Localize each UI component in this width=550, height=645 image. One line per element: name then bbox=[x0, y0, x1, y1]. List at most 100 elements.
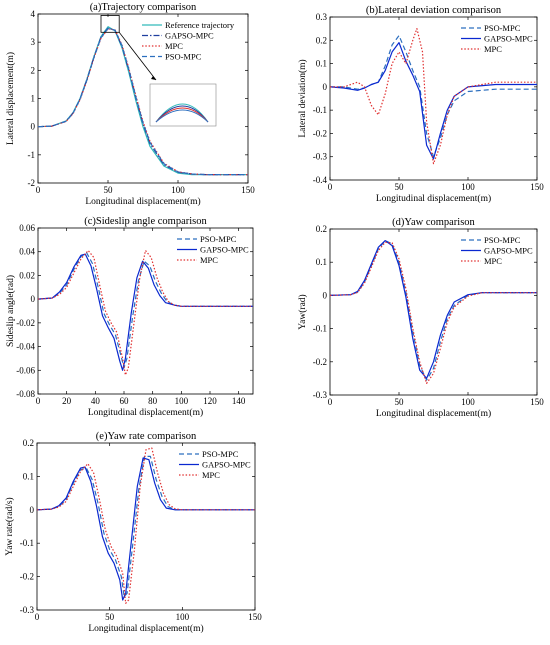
zoom-box bbox=[100, 15, 120, 33]
y-tick-label: 0.1 bbox=[316, 257, 327, 267]
y-tick-label: 2 bbox=[31, 65, 36, 75]
x-tick-label: 100 bbox=[461, 182, 475, 192]
y-tick-label: 0.3 bbox=[316, 12, 328, 22]
x-axis-label: Longitudinal displacement(m) bbox=[88, 623, 203, 634]
legend-entry: PSO-MPC bbox=[165, 52, 202, 62]
x-tick-label: 0 bbox=[328, 182, 333, 192]
y-tick-label: 0.1 bbox=[316, 59, 327, 69]
x-tick-label: 150 bbox=[530, 182, 544, 192]
x-tick-label: 50 bbox=[104, 185, 114, 195]
series-line-reference-trajectory bbox=[38, 26, 248, 176]
y-tick-label: 0 bbox=[31, 122, 36, 132]
legend-entry: GAPSO-MPC bbox=[484, 34, 533, 44]
chart-d: (d)Yaw comparison 0 50 100 150 -0.3 -0.2 -0.1 0 0… bbox=[297, 217, 544, 419]
y-tick-label: 3 bbox=[31, 37, 36, 47]
x-axis-label: Longitudinal displacement(m) bbox=[376, 408, 491, 419]
x-tick-label: 60 bbox=[120, 396, 130, 406]
series-line-pso-mpc bbox=[330, 35, 537, 158]
y-tick-label: -2 bbox=[28, 178, 36, 188]
series-line-mpc bbox=[38, 28, 248, 176]
zoom-arrow-head bbox=[151, 76, 156, 80]
legend-entry: Reference trajectory bbox=[165, 20, 235, 30]
series-line-mpc bbox=[330, 28, 537, 165]
y-tick-label: -0.2 bbox=[313, 128, 327, 138]
y-tick-label: -0.02 bbox=[16, 318, 35, 328]
series-line-pso-mpc bbox=[37, 455, 255, 598]
legend-entry: MPC bbox=[200, 255, 218, 265]
chart-e: (e)Yaw rate comparison 0 50 100 150 -0.3 -0.2 -… bbox=[4, 431, 262, 634]
x-tick-label: 100 bbox=[171, 185, 185, 195]
legend-entry: GAPSO-MPC bbox=[484, 246, 533, 256]
x-tick-label: 40 bbox=[91, 396, 101, 406]
chart-b: (b)Lateral deviation comparison 0 50 100 150… bbox=[297, 5, 544, 204]
legend-entry: PSO-MPC bbox=[202, 449, 239, 459]
x-tick-label: 0 bbox=[328, 397, 333, 407]
legend-entry: GAPSO-MPC bbox=[202, 460, 251, 470]
y-tick-label: 4 bbox=[31, 9, 36, 19]
x-tick-label: 20 bbox=[62, 396, 72, 406]
x-tick-label: 50 bbox=[105, 612, 115, 622]
y-tick-label: 0 bbox=[323, 82, 328, 92]
series-line-gapso-mpc bbox=[37, 457, 255, 601]
legend-entry: PSO-MPC bbox=[484, 235, 521, 245]
legend-entry: MPC bbox=[484, 256, 502, 266]
y-tick-label: 0.04 bbox=[19, 247, 35, 257]
x-axis-label: Longitudinal displacement(m) bbox=[85, 196, 200, 207]
series-line-mpc bbox=[38, 249, 253, 376]
series-line-pso-mpc bbox=[38, 28, 248, 176]
y-axis-label: Yaw(rad) bbox=[297, 294, 308, 329]
legend-entry: MPC bbox=[484, 44, 502, 54]
y-tick-label: 0.2 bbox=[316, 35, 327, 45]
chart-title: (c)Sideslip angle comparison bbox=[84, 216, 207, 227]
chart-title: (a)Trajectory comparison bbox=[90, 2, 197, 13]
y-tick-label: -0.3 bbox=[20, 605, 35, 615]
y-tick-label: 0.02 bbox=[19, 270, 35, 280]
zoom-arrow bbox=[118, 32, 157, 81]
x-axis-label: Longitudinal displacement(m) bbox=[88, 407, 203, 418]
x-tick-label: 0 bbox=[36, 396, 41, 406]
x-tick-label: 150 bbox=[530, 397, 544, 407]
x-tick-label: 140 bbox=[232, 396, 246, 406]
y-tick-label: -0.4 bbox=[313, 175, 328, 185]
y-tick-label: -0.06 bbox=[16, 365, 35, 375]
y-axis-label: Sideslip angle(rad) bbox=[5, 275, 16, 347]
y-tick-label: -0.08 bbox=[16, 389, 35, 399]
series-line-pso-mpc bbox=[330, 240, 537, 381]
x-tick-label: 150 bbox=[241, 185, 255, 195]
axes-box bbox=[329, 228, 538, 396]
chart-title: (e)Yaw rate comparison bbox=[96, 431, 197, 442]
y-tick-label: -0.2 bbox=[20, 572, 34, 582]
x-tick-label: 0 bbox=[36, 185, 41, 195]
x-tick-label: 0 bbox=[35, 612, 40, 622]
x-tick-label: 100 bbox=[175, 396, 189, 406]
y-tick-label: 0.2 bbox=[316, 224, 327, 234]
legend-entry: GAPSO-MPC bbox=[200, 245, 249, 255]
axes-box bbox=[37, 13, 249, 184]
y-tick-label: -0.1 bbox=[313, 105, 327, 115]
y-tick-label: 0 bbox=[323, 290, 328, 300]
legend-entry: MPC bbox=[202, 470, 220, 480]
series-line-gapso-mpc bbox=[330, 240, 537, 379]
x-tick-label: 80 bbox=[148, 396, 158, 406]
legend-entry: PSO-MPC bbox=[484, 23, 521, 33]
y-tick-label: -0.1 bbox=[20, 538, 34, 548]
axes-box bbox=[329, 16, 538, 181]
legend-entry: MPC bbox=[165, 41, 183, 51]
x-tick-label: 150 bbox=[248, 612, 262, 622]
y-tick-label: -0.1 bbox=[313, 324, 327, 334]
chart-c: (c)Sideslip angle comparison 0 20 40 60 80 100… bbox=[5, 216, 254, 418]
y-tick-label: -0.2 bbox=[313, 357, 327, 367]
y-tick-label: -0.3 bbox=[313, 152, 328, 162]
y-tick-label: -0.04 bbox=[16, 342, 35, 352]
zoom-inset-curve bbox=[155, 107, 209, 123]
series-line-gapso-mpc bbox=[38, 27, 248, 176]
y-tick-label: 0 bbox=[31, 294, 36, 304]
axes-box bbox=[37, 227, 254, 395]
x-tick-label: 100 bbox=[176, 612, 190, 622]
